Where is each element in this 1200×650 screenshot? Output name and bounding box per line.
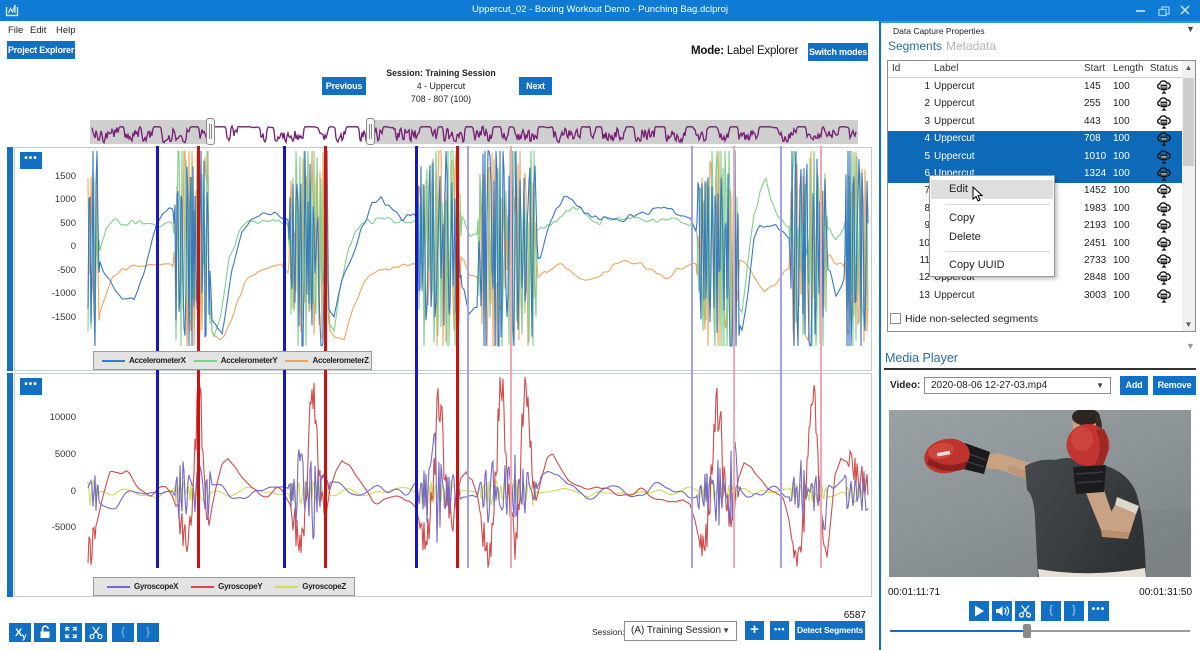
svg-text:X: X <box>15 627 23 639</box>
svg-text:y: y <box>22 632 27 641</box>
